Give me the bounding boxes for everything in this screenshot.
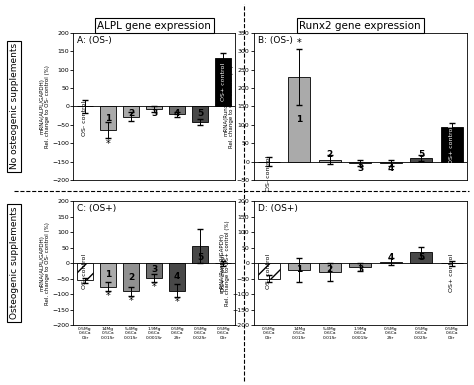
- Bar: [169, 263, 185, 291]
- Text: No osteogenic supplements: No osteogenic supplements: [10, 43, 18, 169]
- Text: 5: 5: [418, 150, 424, 159]
- Bar: [288, 263, 310, 270]
- Y-axis label: mRNA(ALPL/GAPDH)
Rel. change to OS- control (%): mRNA(ALPL/GAPDH) Rel. change to OS- cont…: [39, 222, 50, 305]
- Text: 4: 4: [388, 253, 394, 261]
- Text: OS- control: OS- control: [82, 254, 88, 290]
- Text: B: (OS-): B: (OS-): [258, 36, 293, 45]
- Text: 3: 3: [151, 109, 157, 118]
- Bar: [258, 263, 280, 279]
- Text: 2: 2: [327, 150, 333, 159]
- Text: *: *: [106, 291, 110, 301]
- Bar: [380, 262, 401, 263]
- Bar: [192, 246, 209, 263]
- Text: 3: 3: [151, 265, 157, 274]
- Bar: [349, 263, 371, 267]
- Bar: [146, 263, 162, 278]
- Text: *: *: [106, 139, 110, 149]
- Y-axis label: mRNA(ALPL/GAPDH)
Rel. change to OS- control (%): mRNA(ALPL/GAPDH) Rel. change to OS- cont…: [39, 65, 50, 148]
- Bar: [441, 127, 463, 162]
- Title: ALPL gene expression: ALPL gene expression: [97, 20, 211, 30]
- Text: *: *: [152, 282, 156, 292]
- Text: Osteogenic supplements: Osteogenic supplements: [10, 207, 18, 320]
- Text: 1: 1: [105, 114, 111, 123]
- Text: OS+ control: OS+ control: [449, 126, 454, 164]
- Text: 2: 2: [128, 109, 134, 118]
- Text: 2: 2: [327, 265, 333, 274]
- Bar: [410, 158, 432, 162]
- Y-axis label: mRNA(Runx2/GAPDH)
Rel. change to OS+ control (%): mRNA(Runx2/GAPDH) Rel. change to OS+ con…: [219, 221, 230, 306]
- Text: D: (OS+): D: (OS+): [258, 204, 298, 213]
- Text: 1: 1: [296, 265, 302, 274]
- Text: OS- control: OS- control: [266, 156, 271, 191]
- Text: 3: 3: [357, 164, 364, 174]
- Text: C: (OS+): C: (OS+): [77, 204, 116, 213]
- Text: 5: 5: [197, 109, 203, 118]
- Bar: [380, 162, 401, 163]
- Text: 4: 4: [174, 273, 180, 281]
- Text: OS- control: OS- control: [266, 253, 271, 289]
- Text: A: (OS-): A: (OS-): [77, 36, 111, 45]
- Text: OS+ control: OS+ control: [449, 254, 454, 292]
- Title: Runx2 gene expression: Runx2 gene expression: [300, 20, 421, 30]
- Text: 4: 4: [174, 109, 180, 118]
- Text: *: *: [175, 297, 180, 307]
- Bar: [319, 160, 341, 162]
- Bar: [146, 106, 162, 109]
- Text: 1: 1: [296, 115, 302, 124]
- Bar: [349, 162, 371, 163]
- Y-axis label: mRNA(Runx2/GAPDH)
Rel. change to OS- control (%): mRNA(Runx2/GAPDH) Rel. change to OS- con…: [224, 65, 234, 148]
- Text: OS- control: OS- control: [82, 100, 88, 136]
- Bar: [410, 253, 432, 263]
- Bar: [100, 263, 116, 286]
- Text: 3: 3: [357, 265, 364, 274]
- Text: 1: 1: [105, 270, 111, 280]
- Bar: [192, 106, 209, 122]
- Bar: [123, 263, 139, 291]
- Text: 2: 2: [128, 273, 134, 282]
- Bar: [77, 263, 93, 280]
- Bar: [319, 263, 341, 272]
- Bar: [288, 77, 310, 162]
- Text: 5: 5: [197, 253, 203, 261]
- Bar: [215, 59, 231, 106]
- Text: OS+ control: OS+ control: [220, 64, 226, 102]
- Text: 4: 4: [388, 164, 394, 174]
- Bar: [123, 106, 139, 117]
- Text: 5: 5: [418, 253, 424, 261]
- Bar: [169, 106, 185, 114]
- Bar: [100, 106, 116, 130]
- Text: OS+ control: OS+ control: [220, 254, 226, 292]
- Text: *: *: [297, 38, 301, 49]
- Text: *: *: [128, 296, 133, 306]
